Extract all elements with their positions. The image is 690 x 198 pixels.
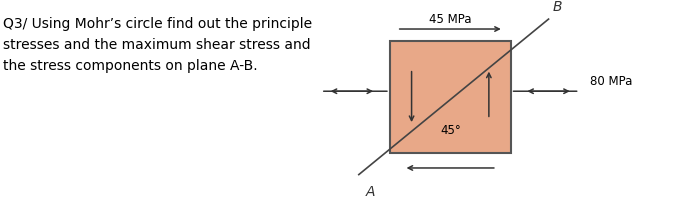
Bar xyxy=(390,41,511,153)
Text: 80 MPa: 80 MPa xyxy=(590,75,632,88)
Text: 45 MPa: 45 MPa xyxy=(429,13,471,26)
Text: Q3/ Using Mohr’s circle find out the principle
stresses and the maximum shear st: Q3/ Using Mohr’s circle find out the pri… xyxy=(3,17,313,73)
Text: 45°: 45° xyxy=(440,124,462,137)
Text: A: A xyxy=(366,185,375,198)
Text: B: B xyxy=(553,0,562,14)
